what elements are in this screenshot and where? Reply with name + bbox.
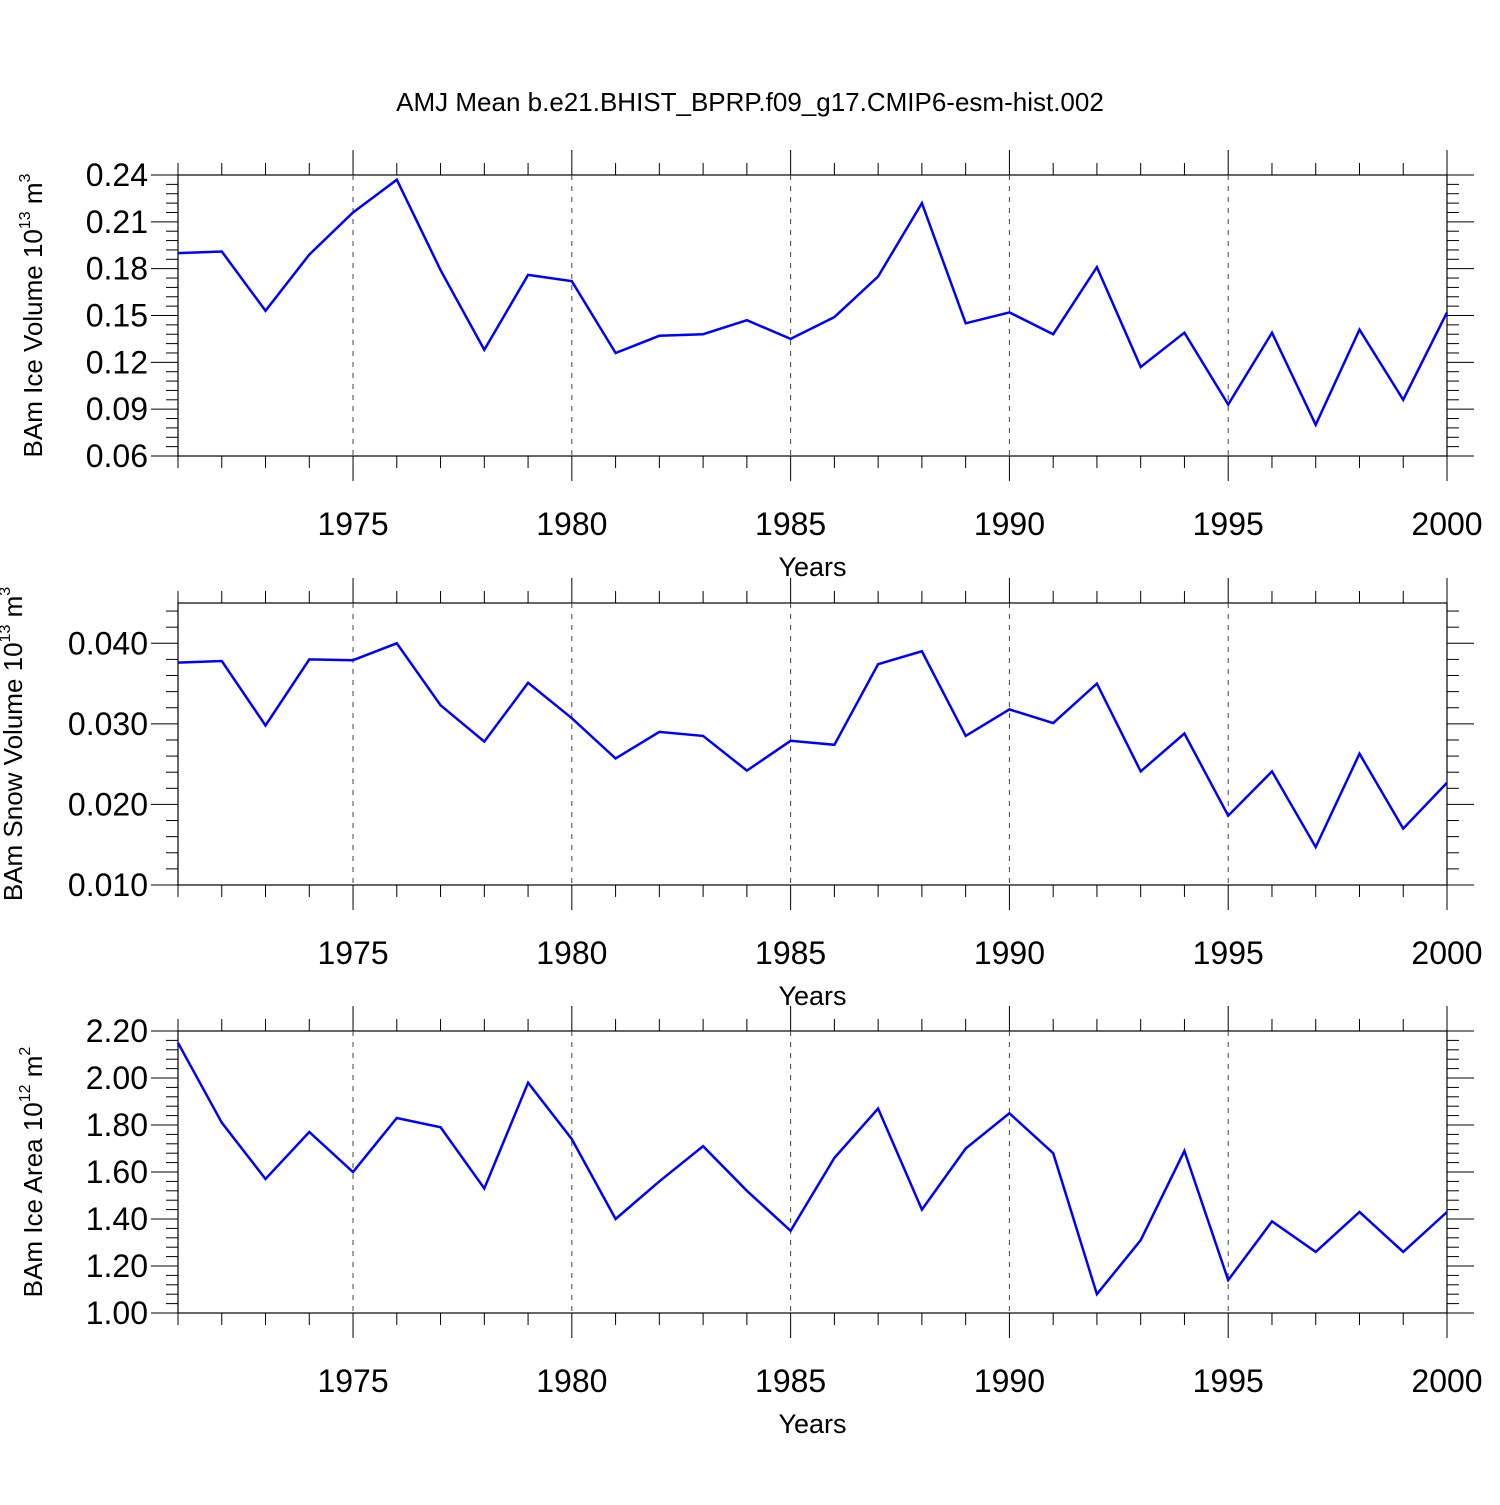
figure-title: AMJ Mean b.e21.BHIST_BPRP.f09_g17.CMIP6-…: [396, 87, 1104, 117]
x-tick-label: 2000: [1411, 935, 1482, 971]
y-tick-label: 0.020: [68, 786, 148, 822]
panel-1: 0.06 0.09 0.12 0.15 0.18 0.21 0.24 1975 1980 1985…: [17, 150, 1483, 582]
y-tick-label: 1.60: [86, 1154, 148, 1190]
series-line: [176, 1042, 1448, 1297]
x-tick-label: 1980: [536, 1363, 607, 1399]
x-tick-label: 1990: [974, 935, 1045, 971]
x-tick-label: 1975: [317, 506, 388, 542]
y-tick-label: 0.12: [86, 344, 148, 380]
y-tick-label: 0.21: [86, 204, 148, 240]
y-tick-label: 0.06: [86, 438, 148, 474]
x-tick-label: 1975: [317, 935, 388, 971]
x-axis-label: Years: [778, 981, 846, 1011]
panel-3: 1.00 1.20 1.40 1.60 1.80 2.00 2.20 1975 1980 1985…: [17, 1006, 1483, 1439]
x-tick-label: 1980: [536, 935, 607, 971]
series-line: [177, 177, 1449, 428]
y-tick-label: 0.010: [68, 867, 148, 903]
y-axis-label: BAm Ice Area 1012 m2: [17, 1047, 48, 1298]
y-tick-label: 2.20: [86, 1013, 148, 1049]
x-tick-label: 1985: [755, 506, 826, 542]
y-axis-label: BAm Snow Volume 1013 m3: [0, 587, 28, 901]
y-tick-label: 0.15: [86, 298, 148, 334]
y-tick-label: 0.24: [86, 157, 148, 193]
x-tick-label: 1995: [1193, 1363, 1264, 1399]
x-tick-label: 1980: [536, 506, 607, 542]
x-tick-label: 1995: [1193, 506, 1264, 542]
x-tick-label: 1985: [755, 935, 826, 971]
x-tick-label: 1995: [1193, 935, 1264, 971]
y-tick-label: 2.00: [86, 1060, 148, 1096]
x-tick-label: 2000: [1411, 506, 1482, 542]
y-tick-label: 0.040: [68, 625, 148, 661]
x-axis-label: Years: [778, 552, 846, 582]
y-tick-label: 1.20: [86, 1248, 148, 1284]
series-line: [177, 641, 1448, 850]
x-tick-label: 1985: [755, 1363, 826, 1399]
panel-2: 0.010 0.020 0.030 0.040 1975 1980 1985 1990 1995…: [0, 578, 1483, 1011]
y-tick-label: 1.00: [86, 1295, 148, 1331]
x-tick-label: 2000: [1411, 1363, 1482, 1399]
y-tick-label: 0.030: [68, 706, 148, 742]
x-axis-label: Years: [778, 1409, 846, 1439]
x-tick-label: 1975: [317, 1363, 388, 1399]
y-tick-label: 1.40: [86, 1201, 148, 1237]
plot-frame: [177, 602, 1448, 886]
y-tick-label: 1.80: [86, 1107, 148, 1143]
x-tick-label: 1990: [974, 1363, 1045, 1399]
y-tick-label: 0.09: [86, 391, 148, 427]
x-tick-label: 1990: [974, 506, 1045, 542]
y-axis-label: BAm Ice Volume 1013 m3: [17, 173, 48, 457]
y-tick-label: 0.18: [86, 251, 148, 287]
